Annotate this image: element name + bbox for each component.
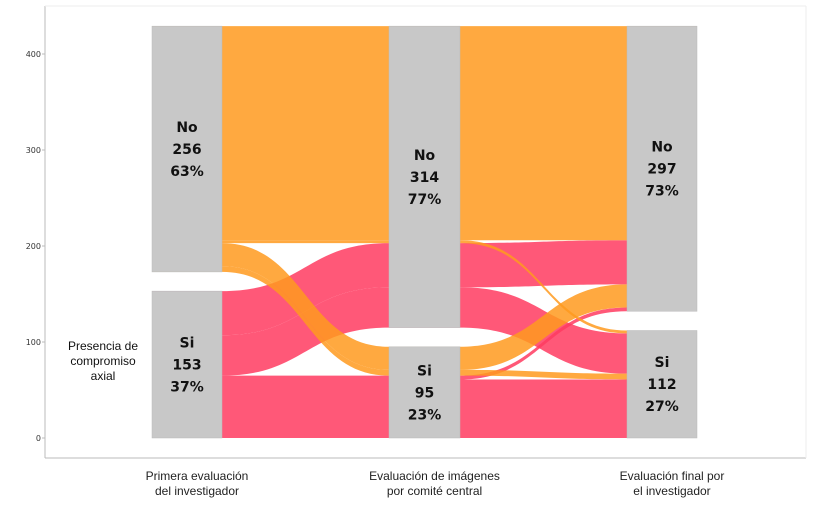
x-axis-label: del investigador [155, 484, 239, 498]
stratum-label-pct: 77% [408, 192, 442, 208]
y-tick-label: 200 [26, 242, 41, 251]
stratum-label-name: No [651, 140, 673, 156]
stratum-label-pct: 63% [170, 164, 204, 180]
stratum-1-no [151, 25, 223, 273]
stratum-label-pct: 73% [645, 184, 679, 200]
stratum-label-count: 95 [415, 385, 434, 401]
y-tick-label: 300 [26, 146, 41, 155]
stratum-label-count: 153 [172, 358, 201, 374]
flow-si-no-no [152, 240, 697, 336]
x-axis-label: el investigador [633, 484, 710, 498]
stratum-label-count: 297 [647, 162, 676, 178]
flow-no-si-no [152, 243, 697, 370]
stratum-label-pct: 27% [645, 399, 679, 415]
stratum-label-name: Si [417, 363, 432, 379]
stratum-label-name: No [414, 148, 436, 164]
y-ticks: 0 100 200 300 400 [26, 50, 45, 443]
stratum-label-pct: 37% [170, 380, 204, 396]
annotation-line-2: compromiso [70, 354, 136, 368]
y-tick-label: 100 [26, 338, 41, 347]
y-tick-label: 400 [26, 50, 41, 59]
annotation-line-1: Presencia de [68, 339, 138, 353]
stratum-1-si [151, 290, 223, 439]
stratum-label-name: No [176, 120, 198, 136]
stratum-label-name: Si [655, 355, 670, 371]
flow-si-no-si [152, 287, 697, 376]
y-tick-label: 0 [36, 434, 41, 443]
stratum-label-count: 112 [647, 377, 676, 393]
stratum-3-si [626, 330, 698, 439]
strata: No 256 63% Si 153 37% No 314 77% Si 95 23% No 297 73% S… [151, 25, 698, 439]
stratum-label-pct: 23% [408, 407, 442, 423]
x-axis-label: Evaluación final por [620, 469, 725, 483]
stratum-label-count: 314 [410, 170, 439, 186]
stratum-label-count: 256 [172, 142, 201, 158]
stratum-3-no [626, 25, 698, 312]
stratum-2-si [388, 346, 461, 439]
stratum-label-name: Si [180, 336, 195, 352]
stratum-2-no [388, 25, 461, 328]
annotation-line-3: axial [91, 369, 116, 383]
x-axis-label: por comité central [387, 484, 482, 498]
x-axis-label: Primera evaluación [146, 469, 249, 483]
x-axis-label: Evaluación de imágenes [369, 469, 500, 483]
